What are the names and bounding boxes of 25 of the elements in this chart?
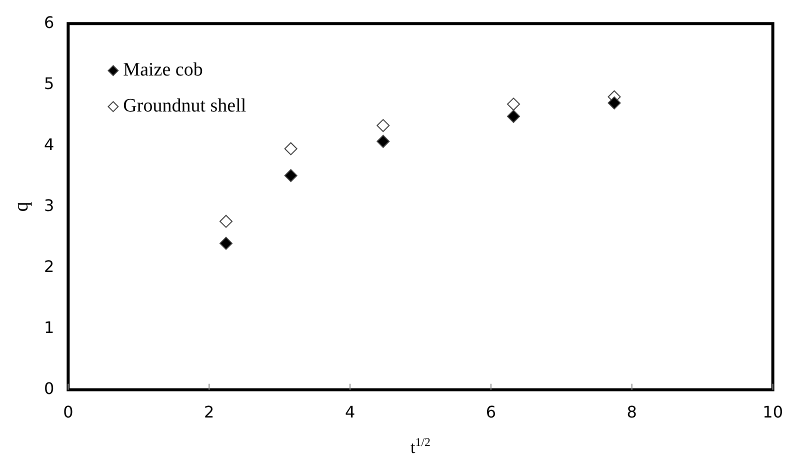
x-tick-label: 8: [626, 402, 637, 422]
point: [284, 169, 298, 182]
y-tick-label: 3: [44, 196, 54, 215]
y-tick-label: 6: [44, 12, 54, 32]
y-tick-label: 0: [44, 378, 54, 398]
point: [284, 142, 298, 156]
point: [376, 134, 390, 148]
y-tick-label: 2: [44, 256, 54, 276]
x-tick-label: 6: [486, 402, 496, 422]
y-tick-label: 1: [44, 318, 54, 337]
x-tick-label: 4: [344, 402, 356, 422]
point: [220, 214, 233, 228]
x-tick-label: 0: [63, 402, 74, 422]
x-tick-label: 2: [204, 402, 214, 422]
y-tick-label: 4: [44, 134, 54, 154]
point: [376, 119, 390, 132]
x-tick-label: 10: [762, 402, 783, 422]
y-tick-label: 5: [44, 74, 54, 93]
point: [608, 96, 621, 110]
legend-label: Maize cob: [123, 60, 203, 81]
point: [507, 110, 520, 123]
point: [507, 98, 520, 111]
point: [220, 236, 233, 250]
legend-label: Groundnut shell: [123, 96, 246, 117]
y-axis-title: q: [10, 202, 32, 212]
